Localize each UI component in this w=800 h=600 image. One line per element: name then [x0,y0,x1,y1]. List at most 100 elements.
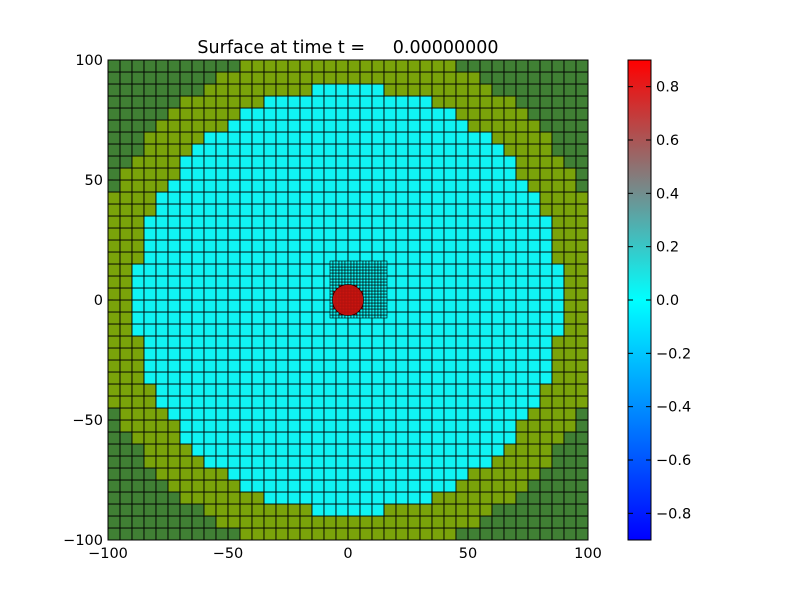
grid-cell [299,263,313,277]
grid-cell [263,143,277,157]
grid-cell [407,359,421,373]
grid-cell [203,131,217,145]
fine-grid-cell [380,290,385,295]
grid-cell [383,155,397,169]
grid-cell [551,515,565,529]
grid-cell [239,71,253,85]
grid-cell [407,95,421,109]
grid-cell [287,263,301,277]
grid-cell [215,179,229,193]
grid-cell [335,179,349,193]
grid-cell [275,251,289,265]
fine-grid-cell [380,266,385,271]
grid-cell [395,371,409,385]
grid-cell [455,419,469,433]
grid-cell [227,131,241,145]
y-tick-label: 0 [94,293,103,309]
grid-cell [323,467,337,481]
grid-cell [383,443,397,457]
grid-cell [515,443,529,457]
grid-cell [371,83,385,97]
fine-grid-cell [377,278,382,283]
grid-cell [287,359,301,373]
grid-cell [263,383,277,397]
grid-cell [551,203,565,217]
grid-cell [371,479,385,493]
fine-grid-cell [356,281,361,286]
grid-cell [323,59,337,73]
grid-cell [263,527,277,541]
grid-cell [191,131,205,145]
grid-cell [431,107,445,121]
grid-cell [287,227,301,241]
grid-cell [515,479,529,493]
grid-cell [419,395,433,409]
grid-cell [551,275,565,289]
fine-grid-cell [383,305,388,310]
grid-cell [299,179,313,193]
grid-cell [419,143,433,157]
fine-grid-cell [377,314,382,319]
x-tick-label: −100 [88,546,128,562]
grid-cell [131,335,145,349]
fine-grid-cell [353,281,358,286]
grid-cell [431,119,445,133]
grid-cell [395,119,409,133]
grid-cell [479,191,493,205]
grid-cell [371,491,385,505]
grid-cell [335,335,349,349]
grid-cell [347,131,361,145]
fine-grid-cell [329,269,334,274]
grid-cell [227,383,241,397]
grid-cell [563,71,577,85]
grid-cell [299,311,313,325]
grid-cell [443,371,457,385]
grid-cell [239,59,253,73]
grid-cell [551,383,565,397]
grid-cell [407,371,421,385]
fine-grid-cell [365,272,370,277]
grid-cell [251,71,265,85]
grid-cell [359,359,373,373]
grid-cell [119,215,133,229]
grid-cell [311,179,325,193]
grid-cell [467,395,481,409]
grid-cell [467,215,481,229]
grid-cell [575,251,589,265]
grid-cell [155,455,169,469]
grid-cell [575,383,589,397]
grid-cell [455,131,469,145]
grid-cell [119,227,133,241]
grid-cell [347,383,361,397]
fine-grid-cell [338,266,343,271]
grid-cell [143,455,157,469]
grid-cell [227,107,241,121]
grid-cell [215,215,229,229]
grid-cell [551,227,565,241]
grid-cell [455,59,469,73]
fine-grid-cell [380,311,385,316]
grid-cell [143,131,157,145]
grid-cell [563,143,577,157]
grid-cell [527,203,541,217]
grid-cell [551,131,565,145]
fine-grid-cell [332,278,337,283]
grid-cell [359,155,373,169]
fine-grid-cell [374,284,379,289]
grid-cell [515,419,529,433]
fine-grid-cell [374,302,379,307]
grid-cell [275,455,289,469]
fine-grid-cell [332,275,337,280]
grid-cell [335,83,349,97]
fine-grid-cell [377,284,382,289]
grid-cell [191,359,205,373]
grid-cell [431,59,445,73]
grid-cell [155,215,169,229]
grid-cell [563,155,577,169]
grid-cell [371,167,385,181]
grid-cell [551,71,565,85]
fine-grid-cell [365,314,370,319]
grid-cell [539,179,553,193]
grid-cell [179,335,193,349]
grid-cell [479,275,493,289]
